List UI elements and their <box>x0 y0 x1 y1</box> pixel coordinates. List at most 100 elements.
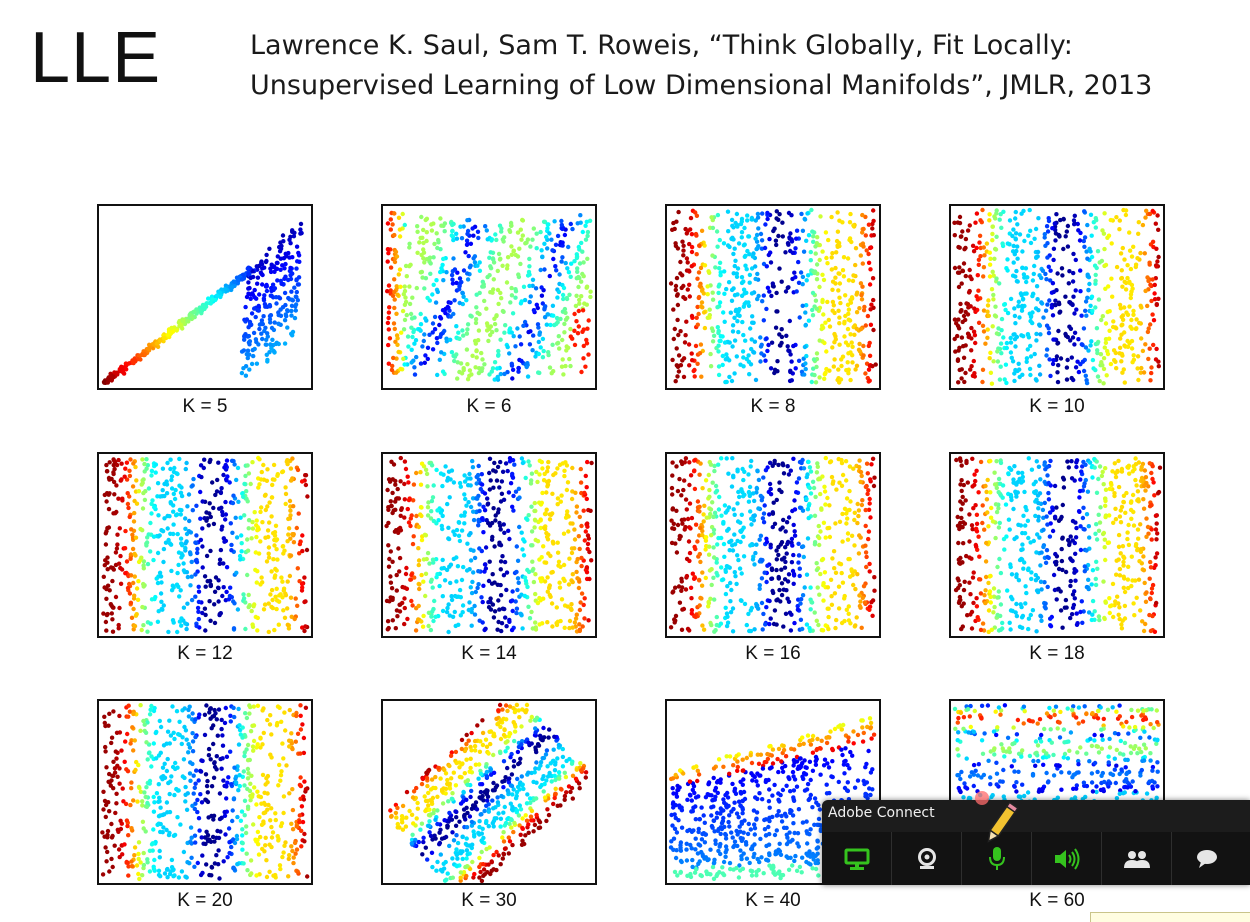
scatter-point <box>463 496 468 502</box>
scatter-point <box>195 605 201 611</box>
scatter-point <box>1034 338 1039 343</box>
scatter-point <box>577 628 582 634</box>
scatter-point <box>1035 297 1040 302</box>
scatter-point <box>712 510 718 515</box>
scatter-point <box>532 500 537 506</box>
scatter-point <box>1015 244 1020 249</box>
scatter-point <box>116 622 121 628</box>
scatter-point <box>871 483 877 489</box>
scatter-point <box>462 521 467 526</box>
scatter-point <box>737 494 742 500</box>
scatter-point <box>969 276 974 282</box>
scatter-point <box>750 491 756 496</box>
scatter-point <box>518 261 523 267</box>
scatter-point <box>543 560 549 565</box>
scatter-point <box>1016 361 1021 366</box>
scatter-point <box>568 326 573 332</box>
scatter-point <box>555 619 561 624</box>
scatter-point <box>1113 325 1118 330</box>
scatter-point <box>529 529 535 534</box>
scatter-point <box>245 266 250 271</box>
scatter-point <box>857 464 862 470</box>
scatter-point <box>551 472 556 478</box>
scatter-point <box>848 298 853 303</box>
scatter-point <box>772 608 778 613</box>
scatter-point <box>1071 270 1076 276</box>
scatter-point <box>994 485 999 491</box>
scatter-point <box>677 533 682 539</box>
scatter-point <box>123 528 128 534</box>
scatter-point <box>577 622 582 627</box>
scatter-point <box>757 537 762 542</box>
scatter-point <box>963 317 968 323</box>
scatter-point <box>458 224 463 229</box>
scatter-point <box>510 504 515 509</box>
scatter-point <box>1053 231 1059 236</box>
scatter-point <box>1089 339 1094 344</box>
scatter-point <box>134 501 140 506</box>
scatter-point <box>540 490 545 496</box>
scatter-point <box>555 496 561 501</box>
scatter-point <box>1103 340 1109 345</box>
scatter-point <box>1060 273 1065 278</box>
scatter-point <box>999 225 1004 230</box>
scatter-point <box>822 376 827 381</box>
scatter-point <box>218 547 224 553</box>
scatter-point <box>421 613 426 619</box>
scatter-point <box>206 523 211 528</box>
scatter-point <box>1122 257 1127 262</box>
scatter-point <box>456 622 461 627</box>
scatter-point <box>719 565 724 570</box>
scatter-point <box>563 260 568 266</box>
scatter-point <box>454 594 459 599</box>
scatter-point <box>671 526 677 531</box>
scatter-point <box>856 508 862 513</box>
scatter-point <box>982 253 987 258</box>
scatter-point <box>987 250 992 255</box>
scatter-point <box>973 220 978 225</box>
scatter-point <box>229 548 234 553</box>
scatter-point <box>981 329 987 334</box>
scatter-point <box>537 622 542 627</box>
scatter-point <box>866 222 872 227</box>
scatter-point <box>848 377 853 383</box>
scatter-point <box>441 565 447 571</box>
scatter-point <box>714 229 720 234</box>
scatter-point <box>223 462 228 468</box>
scatter-point <box>217 612 222 618</box>
scatter-point <box>987 356 992 361</box>
scatter-point <box>990 269 995 274</box>
scatter-point <box>731 475 736 480</box>
scatter-point <box>717 300 723 305</box>
scatter-point <box>586 352 591 357</box>
scatter-point <box>1063 331 1068 337</box>
scatter-point <box>872 475 877 480</box>
scatter-point <box>1150 208 1155 214</box>
scatter-point <box>449 272 455 278</box>
scatter-point <box>687 282 692 287</box>
scatter-point <box>522 593 528 599</box>
scatter-point <box>678 329 683 334</box>
scatter-point <box>465 218 470 223</box>
scatter-point <box>271 557 276 562</box>
scatter-point <box>449 594 454 599</box>
scatter-point <box>1068 326 1074 331</box>
scatter-point <box>814 351 820 356</box>
scatter-point <box>681 253 686 258</box>
scatter-point <box>416 524 421 530</box>
scatter-point <box>796 476 802 481</box>
scatter-point <box>691 469 697 474</box>
scatter-point <box>477 290 482 296</box>
scatter-point <box>815 464 820 469</box>
scatter-point <box>465 541 470 546</box>
scatter-point <box>707 307 712 312</box>
scatter-point <box>830 345 835 350</box>
scatter-point <box>155 494 160 499</box>
scatter-point <box>1131 244 1136 249</box>
scatter-point <box>1101 381 1106 386</box>
scatter-point <box>1004 340 1010 346</box>
scatter-point <box>1027 366 1033 372</box>
scatter-point <box>286 526 292 531</box>
scatter-point <box>549 601 555 606</box>
scatter-point <box>502 530 507 535</box>
